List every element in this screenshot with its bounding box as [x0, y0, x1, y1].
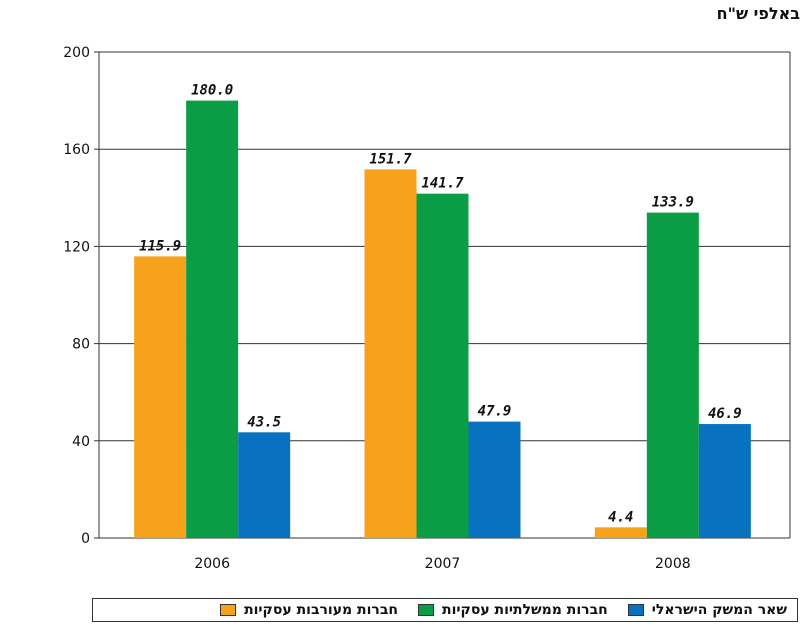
legend-label: חברות ממשלתיות עסקיות	[442, 602, 608, 618]
bar	[646, 212, 699, 539]
data-label: 141.7	[421, 176, 464, 192]
legend-swatch	[627, 604, 644, 616]
x-tick-label: 2007	[425, 556, 461, 572]
x-tick-label: 2008	[655, 556, 691, 572]
y-tick-label: 0	[81, 531, 90, 547]
y-tick-label: 160	[63, 142, 90, 158]
bar	[134, 256, 187, 538]
legend-item: חברות ממשלתיות עסקיות	[418, 602, 608, 618]
data-label: 46.9	[708, 406, 742, 422]
legend-item: חברות מעורבות עסקיות	[220, 602, 398, 618]
legend-label: חברות מעורבות עסקיות	[244, 602, 399, 618]
data-label: 180.0	[191, 83, 233, 99]
bar	[238, 432, 291, 538]
y-tick-label: 120	[63, 239, 90, 255]
y-tick-label: 80	[72, 337, 90, 353]
data-label: 133.9	[652, 195, 694, 211]
legend-item: שאר המשק הישראלי	[627, 602, 787, 618]
data-label: 47.9	[478, 404, 512, 420]
data-label: 4.4	[608, 509, 633, 525]
legend-swatch	[418, 604, 435, 616]
bar	[364, 169, 417, 538]
legend-label: שאר המשק הישראלי	[651, 602, 787, 618]
data-label: 115.9	[139, 238, 181, 254]
bar	[594, 527, 647, 538]
legend: שאר המשק הישראלי חברות ממשלתיות עסקיות חבר…	[92, 598, 798, 622]
y-tick-label: 40	[72, 434, 90, 450]
bar	[468, 421, 521, 538]
y-tick-label: 200	[63, 45, 90, 61]
data-label: 43.5	[247, 414, 281, 430]
x-tick-label: 2006	[194, 556, 230, 572]
bar	[186, 100, 239, 538]
legend-swatch	[220, 604, 237, 616]
bar	[698, 424, 751, 538]
bar	[416, 193, 469, 538]
y-axis-unit-label: באלפי ש"ח	[716, 4, 800, 23]
data-label: 151.7	[369, 151, 412, 167]
